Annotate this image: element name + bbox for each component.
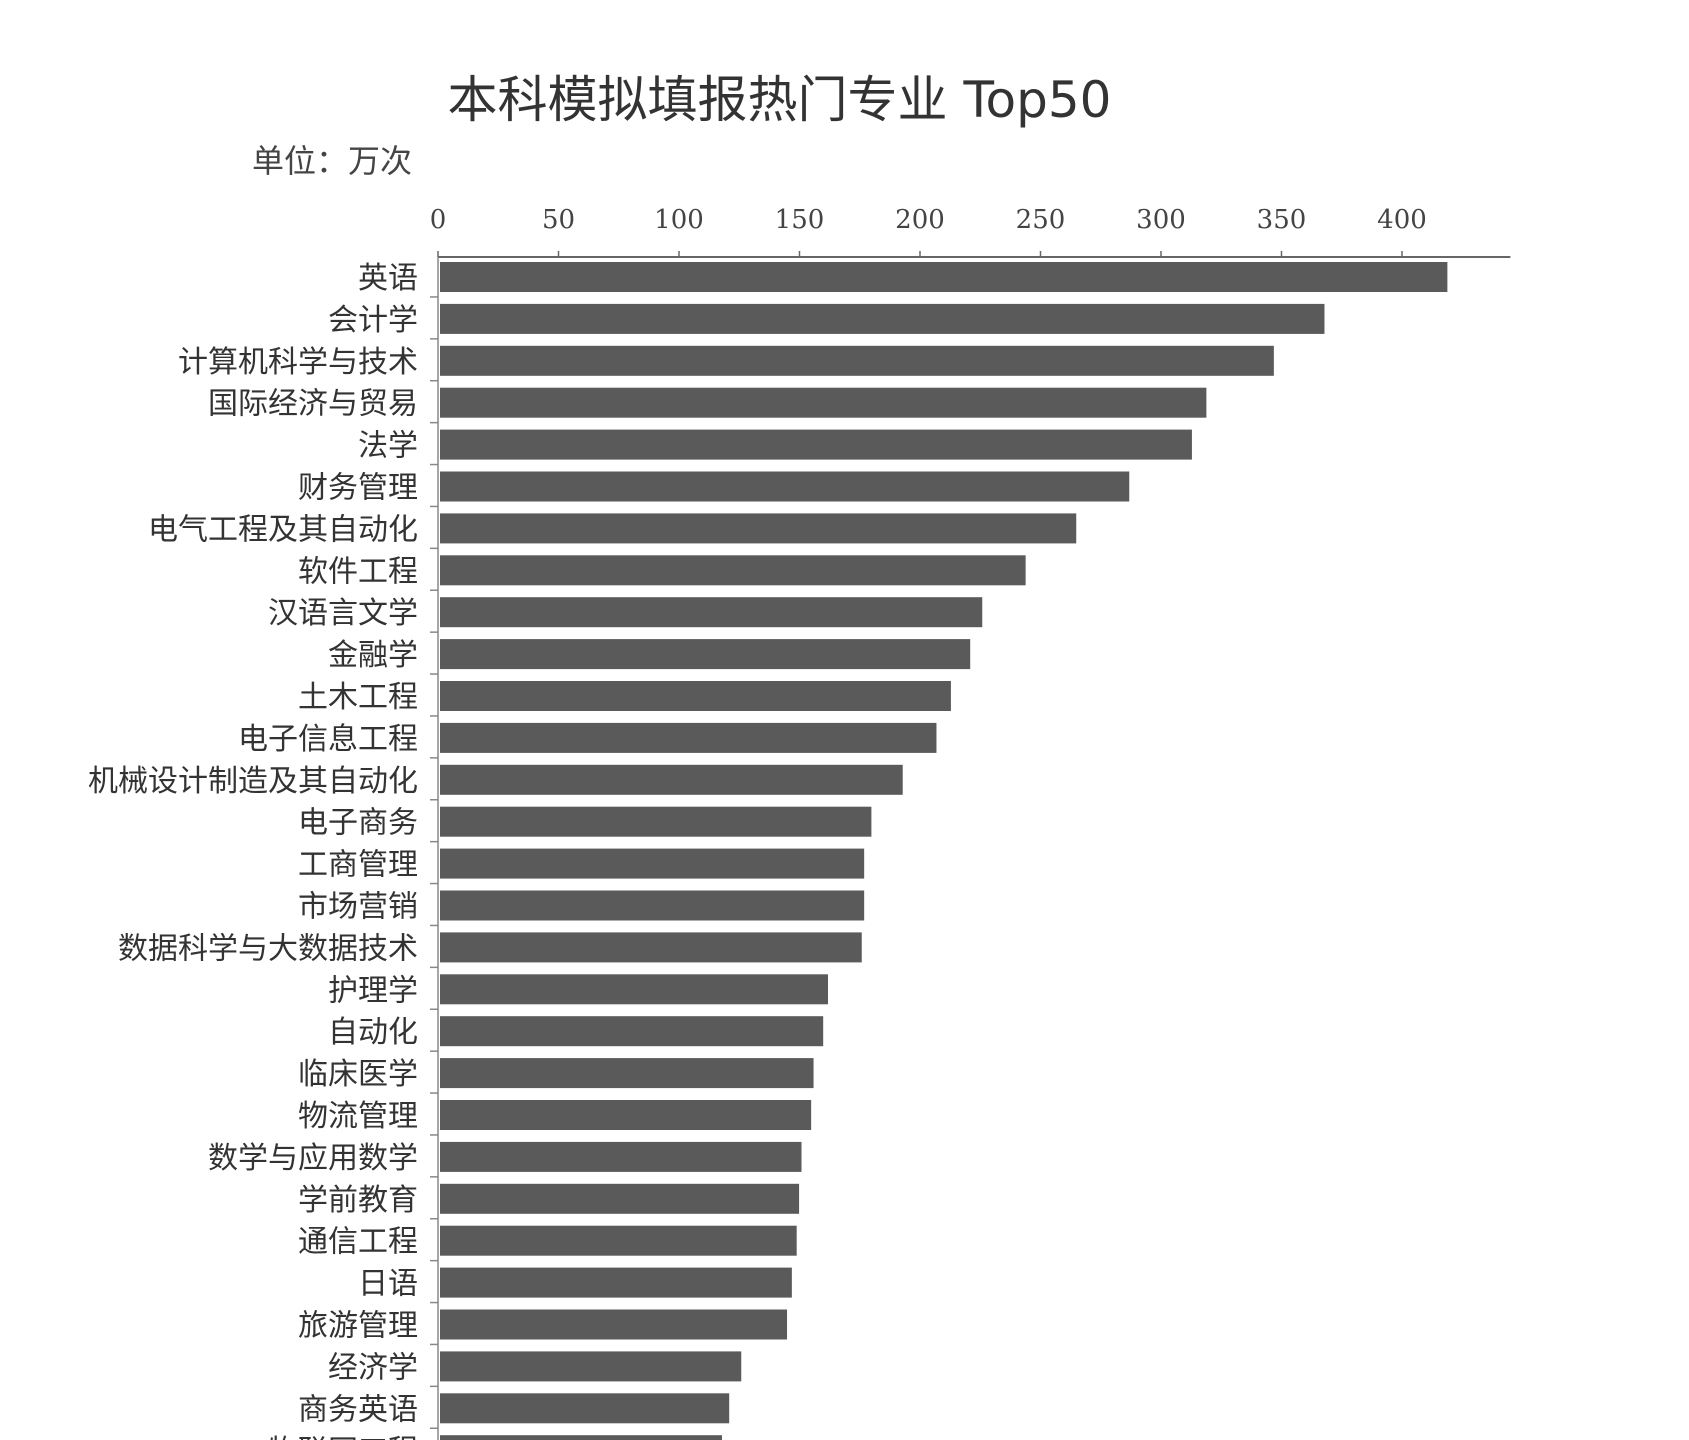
x-tick-label: 50 [542,205,575,235]
bar [440,681,951,711]
category-label: 国际经济与贸易 [208,387,418,422]
category-label: 临床医学 [298,1057,418,1092]
category-label: 金融学 [328,638,418,673]
category-label: 经济学 [328,1350,418,1385]
category-label: 软件工程 [298,554,418,589]
x-tick-label: 250 [1016,205,1066,235]
category-label: 护理学 [328,973,418,1008]
bar [440,1141,802,1172]
bar [440,1393,730,1424]
bar [440,1309,788,1340]
x-tick-label: 200 [895,205,945,235]
category-label: 通信工程 [298,1225,418,1260]
category-label: 学前教育 [298,1183,418,1218]
x-tick-label: 0 [430,205,447,235]
category-label: 物流管理 [298,1099,418,1134]
category-label: 财务管理 [298,471,418,506]
bar [440,974,829,1005]
bar [440,429,1192,460]
bar [440,806,872,837]
bar [440,387,1207,418]
category-label: 物联网工程 [268,1434,418,1440]
bar [440,471,1130,502]
category-label: 工商管理 [298,848,418,883]
bar [440,1225,797,1256]
category-label: 计算机科学与技术 [178,345,418,380]
bar [440,1058,814,1089]
category-label: 商务英语 [298,1392,418,1427]
bar [440,555,1026,586]
bar [440,932,862,963]
x-tick-label: 350 [1257,205,1307,235]
bar [440,1267,792,1298]
bar [440,597,983,628]
category-label: 电气工程及其自动化 [148,512,418,547]
bar [440,1100,812,1130]
bar [440,345,1274,376]
bar [440,513,1077,544]
bar [440,722,937,753]
bar [440,764,903,795]
category-label: 旅游管理 [298,1309,418,1344]
category-label: 汉语言文学 [268,596,418,631]
category-label: 英语 [358,261,418,296]
category-label: 自动化 [328,1015,418,1050]
bar [440,1435,722,1440]
category-label: 数学与应用数学 [208,1141,418,1176]
x-tick-label: 150 [775,205,825,235]
category-label: 市场营销 [298,890,418,925]
bar [440,639,971,670]
x-tick-label: 100 [654,205,704,235]
x-tick-label: 300 [1136,205,1186,235]
category-label: 数据科学与大数据技术 [118,931,418,966]
bar [440,262,1448,292]
bar [440,1351,742,1382]
category-label: 土木工程 [298,680,418,715]
unit-label: 单位：万次 [252,142,413,180]
category-label: 法学 [358,429,418,464]
bar [440,1183,800,1214]
bar [440,1016,824,1047]
category-label: 会计学 [328,303,418,338]
category-label: 电子信息工程 [238,722,418,757]
bar [440,848,865,879]
category-label: 机械设计制造及其自动化 [88,764,418,799]
category-label: 日语 [358,1267,418,1302]
x-tick-label: 400 [1377,205,1427,235]
bar [440,303,1325,334]
bar [440,890,865,921]
chart-title: 本科模拟填报热门专业 Top50 [447,71,1112,129]
category-label: 电子商务 [298,806,418,841]
